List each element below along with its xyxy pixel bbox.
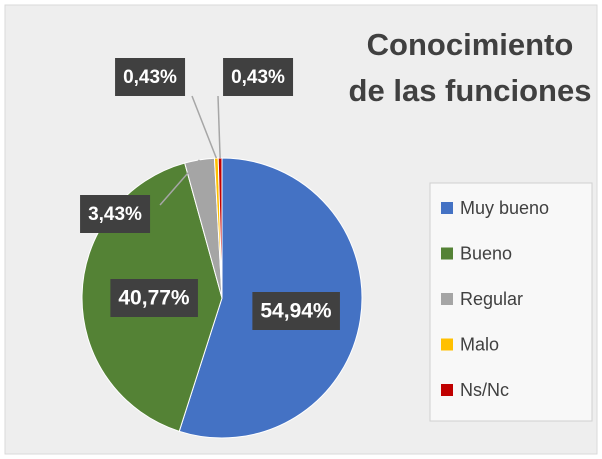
data-label-text: 54,94% — [260, 300, 332, 323]
legend-swatch — [441, 338, 453, 351]
legend-swatch — [441, 247, 453, 260]
legend-label: Muy bueno — [460, 198, 549, 218]
data-label-box — [223, 58, 294, 96]
leader-line — [159, 159, 201, 206]
legend-label: Bueno — [460, 243, 512, 263]
legend-label: Malo — [460, 334, 499, 354]
data-label-text: 0,43% — [231, 67, 285, 88]
legend-swatch — [441, 293, 453, 305]
data-label-box — [80, 195, 151, 233]
legend-label: Ns/Nc — [460, 380, 509, 400]
data-label-box — [115, 58, 186, 96]
data-label-box — [252, 292, 340, 330]
leader-line — [217, 95, 221, 159]
data-label-text: 40,77% — [118, 287, 190, 310]
data-label: 3,43% — [80, 195, 151, 233]
legend-swatch — [441, 202, 453, 214]
data-label-text: 3,43% — [88, 204, 142, 225]
data-label: 40,77% — [110, 279, 198, 317]
legend-box — [429, 182, 593, 422]
data-label: 0,43% — [223, 58, 294, 96]
legend-label: Regular — [460, 289, 523, 309]
data-label: 0,43% — [115, 58, 186, 96]
chart-title: Conocimiento de las funciones — [348, 27, 592, 108]
legend-swatch — [441, 384, 453, 396]
data-label: 54,94% — [252, 292, 340, 330]
leader-line — [191, 95, 218, 159]
data-label-text: 0,43% — [123, 67, 177, 88]
data-label-box — [110, 279, 198, 317]
